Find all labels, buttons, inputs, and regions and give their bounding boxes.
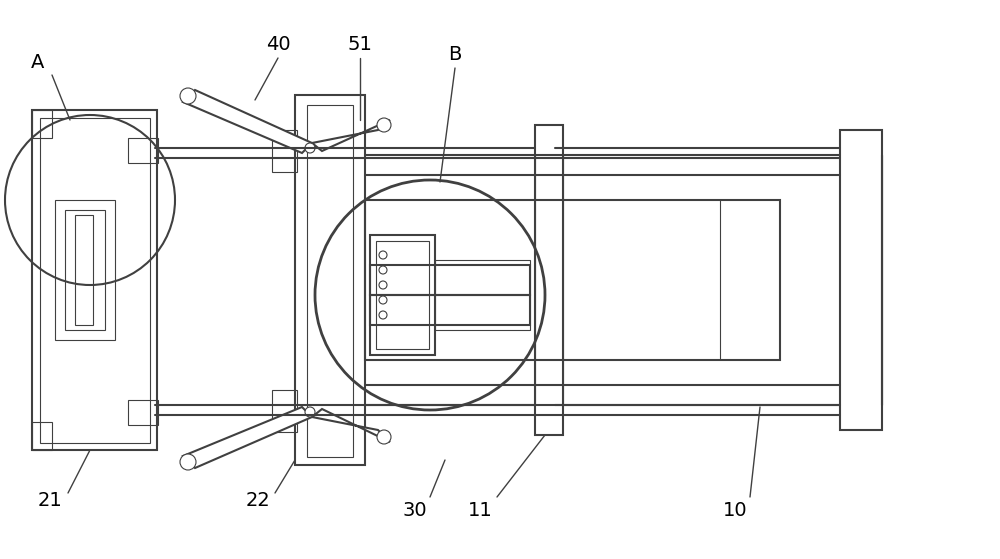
Bar	[128, 138, 158, 163]
Bar	[365, 200, 780, 360]
Polygon shape	[312, 409, 390, 442]
Text: 11: 11	[468, 500, 492, 519]
Bar	[295, 95, 365, 465]
Bar	[65, 210, 105, 330]
Circle shape	[379, 266, 387, 274]
Text: 30: 30	[403, 500, 427, 519]
Text: 10: 10	[723, 500, 747, 519]
Bar	[435, 260, 530, 330]
Circle shape	[379, 251, 387, 259]
Bar	[55, 200, 115, 340]
Circle shape	[305, 143, 315, 153]
Text: 40: 40	[266, 36, 290, 54]
Circle shape	[379, 296, 387, 304]
Circle shape	[379, 311, 387, 319]
Bar	[75, 215, 93, 325]
Text: A: A	[31, 53, 45, 72]
Bar	[370, 235, 435, 355]
Circle shape	[180, 88, 196, 104]
Bar	[40, 118, 150, 443]
Bar	[272, 390, 297, 432]
Bar	[32, 422, 52, 450]
Circle shape	[180, 454, 196, 470]
Circle shape	[377, 430, 391, 444]
Bar	[535, 125, 563, 435]
Text: B: B	[448, 45, 462, 64]
Bar	[32, 110, 52, 138]
Circle shape	[379, 281, 387, 289]
Bar	[376, 241, 429, 349]
Text: 22: 22	[246, 490, 270, 509]
Text: 51: 51	[348, 36, 372, 54]
Bar	[128, 400, 158, 425]
Bar	[370, 265, 530, 295]
Bar	[307, 105, 353, 457]
Text: 21: 21	[38, 490, 62, 509]
Polygon shape	[183, 90, 312, 153]
Bar	[32, 110, 157, 450]
Bar	[840, 130, 882, 430]
Circle shape	[377, 118, 391, 132]
Circle shape	[305, 407, 315, 417]
Polygon shape	[183, 407, 312, 468]
Bar	[272, 130, 297, 172]
Polygon shape	[312, 120, 390, 151]
Bar	[370, 295, 530, 325]
